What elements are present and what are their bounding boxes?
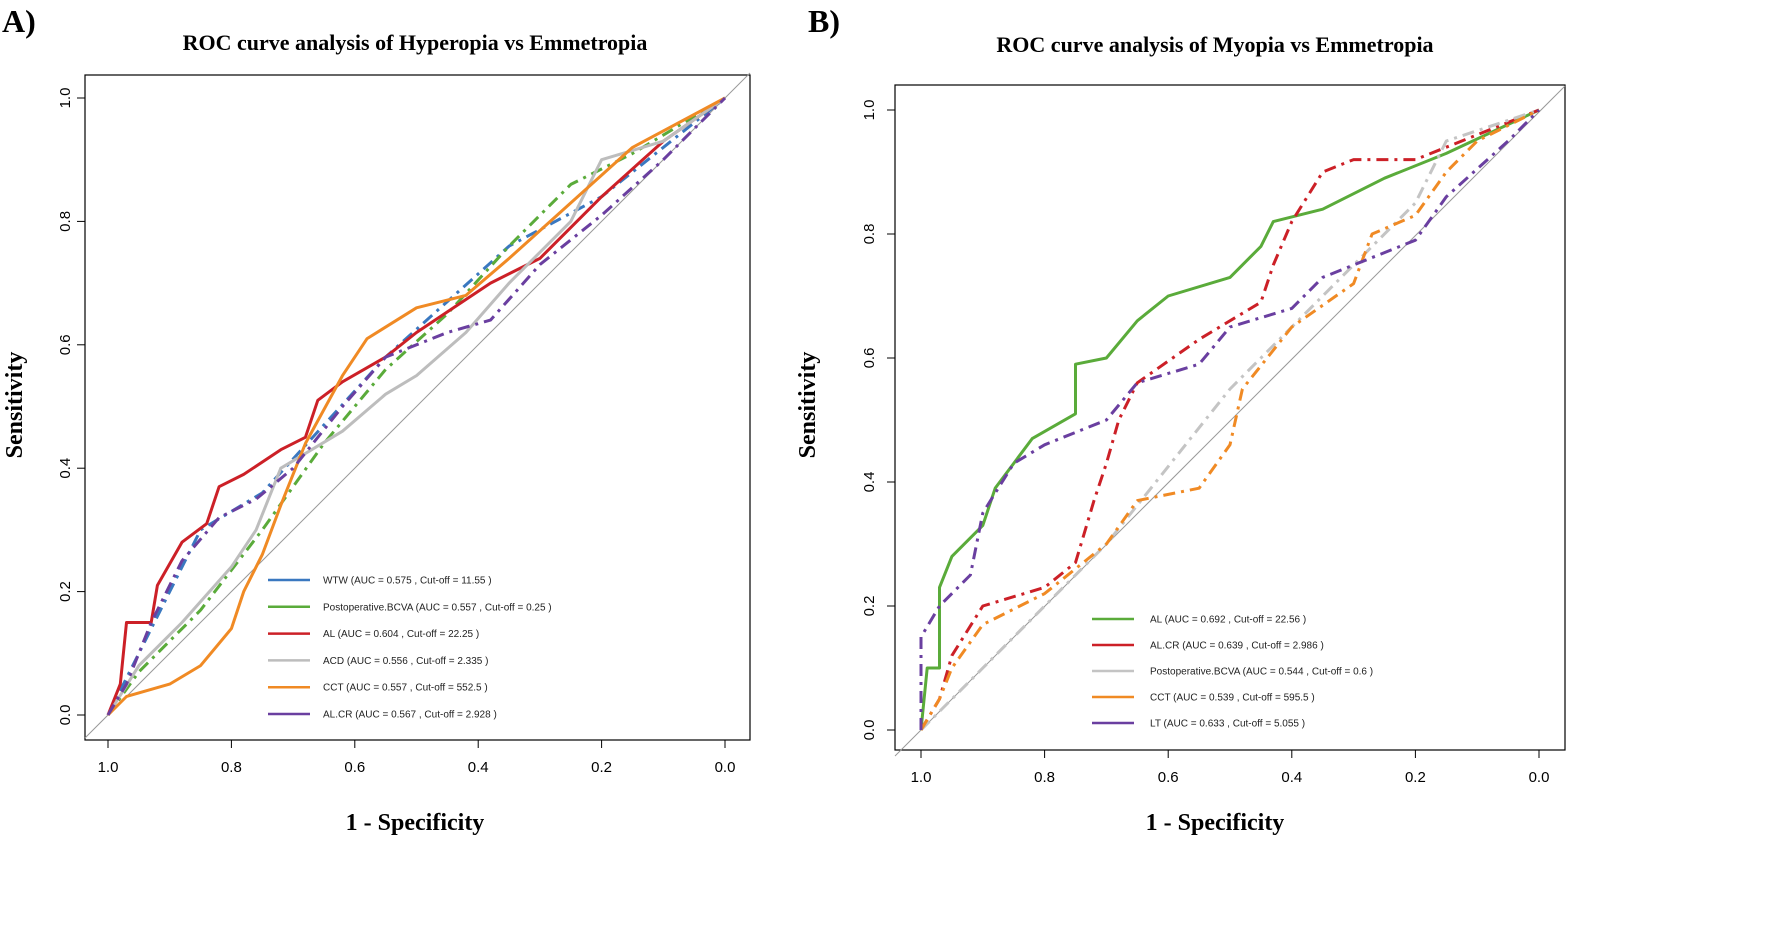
legend-entry: Postoperative.BCVA (AUC = 0.557 , Cut-of… <box>323 602 552 613</box>
chart-title: ROC curve analysis of Hyperopia vs Emmet… <box>183 30 648 55</box>
legend-entry: AL.CR (AUC = 0.567 , Cut-off = 2.928 ) <box>323 710 497 721</box>
y-axis-label: Sensitivity <box>795 352 821 459</box>
x-tick-label: 0.6 <box>344 759 365 776</box>
roc-curve-4 <box>106 96 726 717</box>
y-tick-label: 0.8 <box>861 224 878 245</box>
roc-curve-0 <box>919 108 1540 731</box>
legend-entry: CCT (AUC = 0.539 , Cut-off = 595.5 ) <box>1150 693 1315 704</box>
panel-label: A) <box>2 3 36 39</box>
x-axis-label: 1 - Specificity <box>346 810 485 836</box>
roc-curve-5 <box>106 96 727 716</box>
y-tick-label: 0.2 <box>861 596 878 617</box>
roc-curve-3 <box>106 96 726 716</box>
legend-entry: AL (AUC = 0.604 , Cut-off = 22.25 ) <box>323 629 479 640</box>
roc-curve-2 <box>106 96 726 716</box>
x-tick-label: 0.2 <box>1405 769 1426 786</box>
legend-entry: Postoperative.BCVA (AUC = 0.544 , Cut-of… <box>1150 667 1373 678</box>
plot-box <box>84 74 751 741</box>
x-tick-label: 0.2 <box>591 759 612 776</box>
panel-a: A) ROC curve analysis of Hyperopia vs Emm… <box>2 3 751 836</box>
legend-entry: ACD (AUC = 0.556 , Cut-off = 2.335 ) <box>323 656 488 667</box>
y-tick-label: 0.6 <box>861 348 878 369</box>
y-tick-label: 0.6 <box>57 334 74 355</box>
y-tick-label: 0.0 <box>861 720 878 741</box>
x-tick-label: 0.8 <box>1034 769 1055 786</box>
x-tick-label: 1.0 <box>98 759 119 776</box>
x-tick-label: 1.0 <box>911 769 932 786</box>
x-tick-label: 0.0 <box>1529 769 1550 786</box>
y-tick-label: 0.8 <box>57 211 74 232</box>
x-tick-label: 0.4 <box>468 759 489 776</box>
legend-entry: AL (AUC = 0.692 , Cut-off = 22.56 ) <box>1150 615 1306 626</box>
roc-curve-3 <box>919 108 1540 731</box>
x-tick-label: 0.4 <box>1281 769 1302 786</box>
x-tick-label: 0.8 <box>221 759 242 776</box>
y-axis-label: Sensitivity <box>2 352 28 459</box>
y-tick-label: 0.2 <box>57 581 74 602</box>
y-tick-label: 0.0 <box>57 705 74 726</box>
legend-entry: AL.CR (AUC = 0.639 , Cut-off = 2.986 ) <box>1150 641 1324 652</box>
legend-entry: CCT (AUC = 0.557 , Cut-off = 552.5 ) <box>323 683 488 694</box>
legend-entry: WTW (AUC = 0.575 , Cut-off = 11.55 ) <box>323 576 492 587</box>
roc-curve-1 <box>106 96 726 716</box>
panel-label: B) <box>808 3 840 39</box>
chart-title: ROC curve analysis of Myopia vs Emmetrop… <box>996 32 1433 57</box>
plot-box <box>894 84 1566 751</box>
reference-diagonal <box>894 85 1566 757</box>
legend-entry: LT (AUC = 0.633 , Cut-off = 5.055 ) <box>1150 719 1305 730</box>
x-tick-label: 0.0 <box>715 759 736 776</box>
y-tick-label: 1.0 <box>861 100 878 121</box>
roc-curve-1 <box>919 108 1540 731</box>
x-axis-label: 1 - Specificity <box>1146 810 1285 836</box>
roc-curve-4 <box>919 108 1541 730</box>
reference-diagonal <box>84 72 751 739</box>
y-tick-label: 0.4 <box>861 472 878 493</box>
panel-b: B) ROC curve analysis of Myopia vs Emmetr… <box>795 3 1566 836</box>
x-tick-label: 0.6 <box>1158 769 1179 786</box>
y-tick-label: 0.4 <box>57 458 74 479</box>
y-tick-label: 1.0 <box>57 88 74 109</box>
